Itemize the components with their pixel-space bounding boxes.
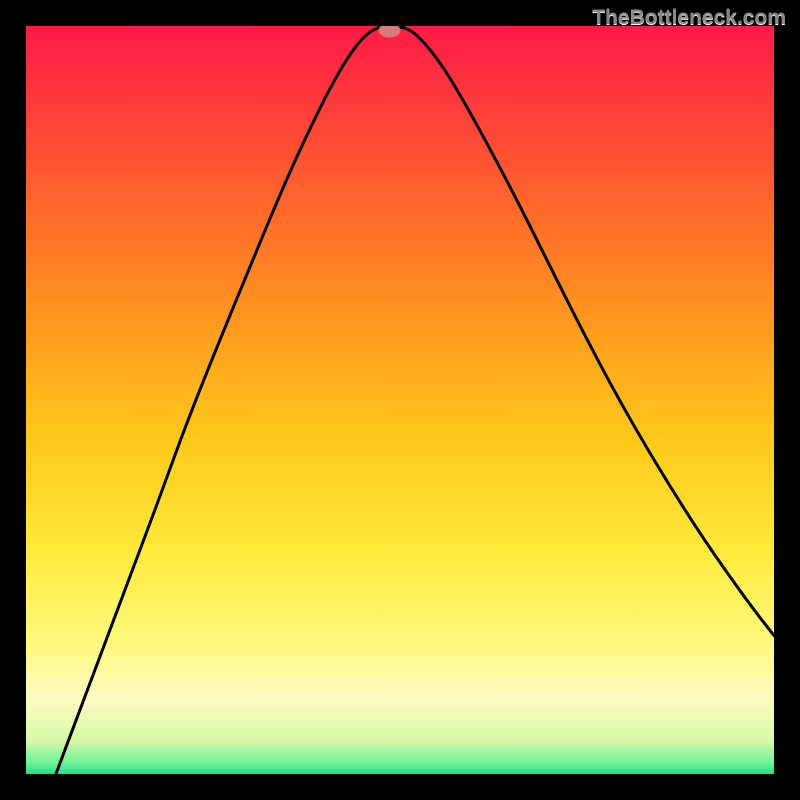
gradient-background bbox=[26, 26, 774, 774]
plot-area bbox=[26, 26, 774, 774]
chart-frame: TheBottleneck.com bbox=[0, 0, 800, 800]
